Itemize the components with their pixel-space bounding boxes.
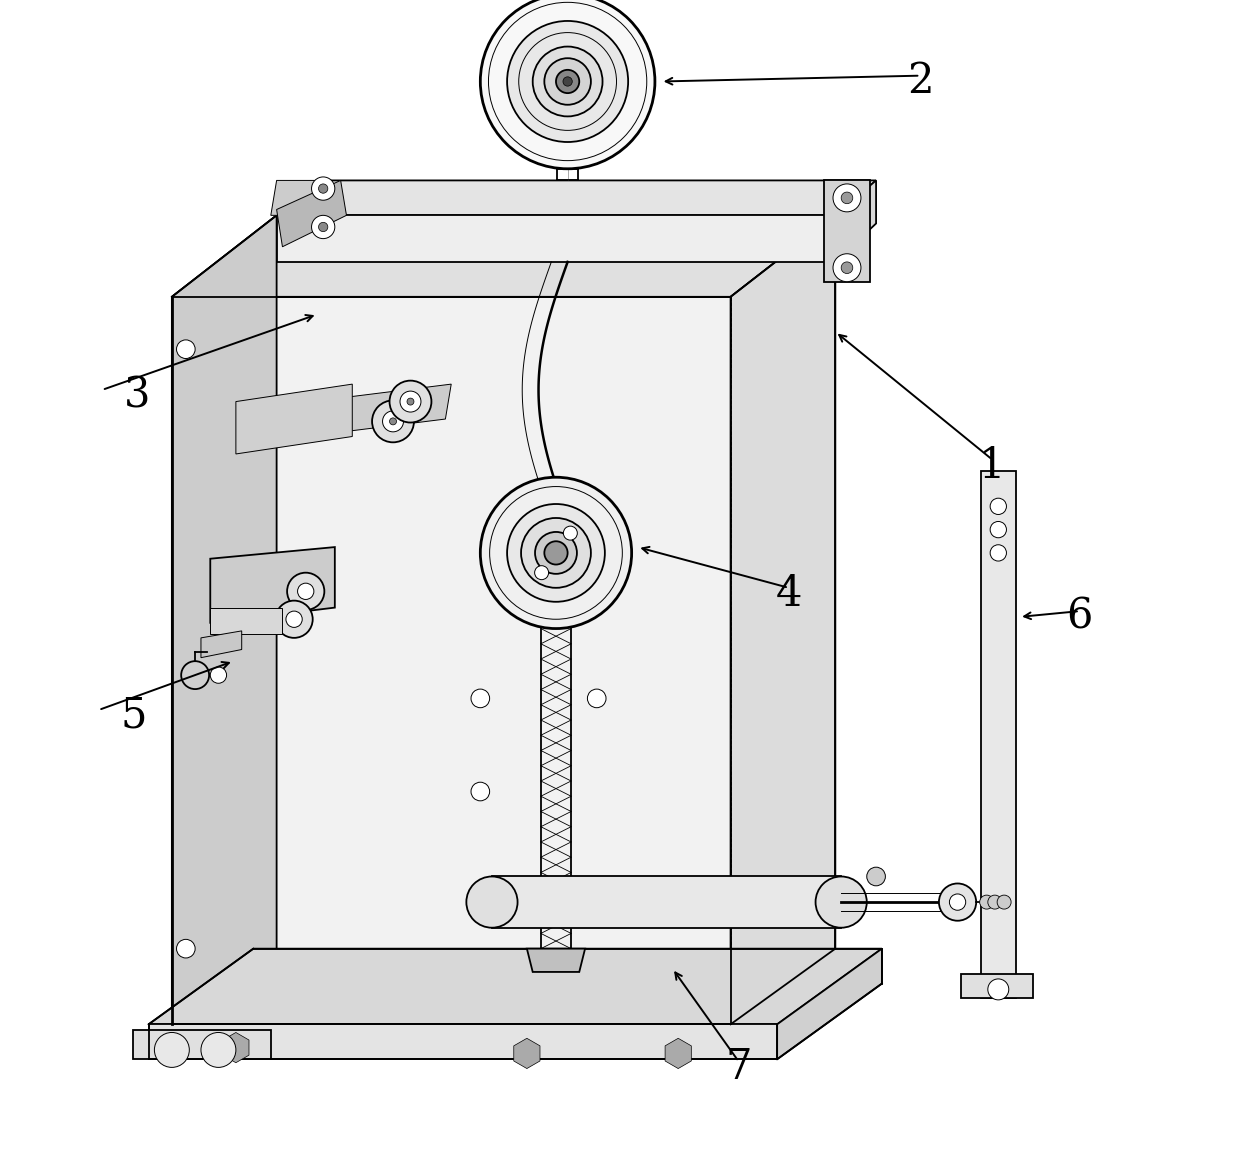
Circle shape xyxy=(533,47,603,116)
Circle shape xyxy=(563,77,573,86)
Polygon shape xyxy=(730,215,836,1024)
Polygon shape xyxy=(277,180,346,247)
Text: 5: 5 xyxy=(120,695,146,737)
Circle shape xyxy=(534,532,577,574)
Text: 2: 2 xyxy=(906,61,934,102)
Circle shape xyxy=(298,583,314,599)
Polygon shape xyxy=(149,949,882,1024)
Circle shape xyxy=(816,876,867,928)
Circle shape xyxy=(181,661,210,689)
Circle shape xyxy=(950,894,966,910)
Circle shape xyxy=(533,503,573,542)
Circle shape xyxy=(155,1032,190,1067)
Circle shape xyxy=(988,895,1002,909)
Circle shape xyxy=(319,184,327,193)
Text: 4: 4 xyxy=(775,573,802,615)
Polygon shape xyxy=(277,180,877,215)
Polygon shape xyxy=(201,631,242,658)
Polygon shape xyxy=(836,180,877,262)
Polygon shape xyxy=(223,1032,249,1063)
Circle shape xyxy=(407,398,414,405)
Circle shape xyxy=(471,782,490,801)
Circle shape xyxy=(556,70,579,93)
Polygon shape xyxy=(961,974,1033,998)
Circle shape xyxy=(997,895,1011,909)
Circle shape xyxy=(466,876,517,928)
Polygon shape xyxy=(211,547,335,623)
Circle shape xyxy=(471,689,490,708)
Circle shape xyxy=(507,504,605,602)
Circle shape xyxy=(534,566,548,580)
Polygon shape xyxy=(172,297,730,1024)
Text: 7: 7 xyxy=(725,1046,751,1088)
Circle shape xyxy=(536,516,569,548)
Circle shape xyxy=(401,391,420,412)
Circle shape xyxy=(563,526,578,540)
Polygon shape xyxy=(777,949,882,1059)
Circle shape xyxy=(389,381,432,423)
Polygon shape xyxy=(172,215,836,297)
Polygon shape xyxy=(823,180,870,282)
Circle shape xyxy=(201,1032,236,1067)
Polygon shape xyxy=(211,608,283,634)
Polygon shape xyxy=(134,1030,270,1059)
Circle shape xyxy=(867,867,885,886)
Circle shape xyxy=(991,521,1007,538)
Circle shape xyxy=(507,21,629,142)
Circle shape xyxy=(536,497,569,530)
Polygon shape xyxy=(513,1038,539,1069)
Text: 1: 1 xyxy=(980,445,1006,487)
Circle shape xyxy=(372,400,414,442)
Circle shape xyxy=(311,215,335,239)
Circle shape xyxy=(991,545,1007,561)
Circle shape xyxy=(383,411,403,432)
Circle shape xyxy=(841,262,853,274)
Circle shape xyxy=(288,573,325,610)
Polygon shape xyxy=(277,215,836,262)
Circle shape xyxy=(480,0,655,169)
Circle shape xyxy=(176,939,195,958)
Circle shape xyxy=(980,895,993,909)
Text: 6: 6 xyxy=(1066,596,1092,638)
Circle shape xyxy=(988,979,1009,1000)
Circle shape xyxy=(480,477,631,629)
Circle shape xyxy=(311,177,335,200)
Polygon shape xyxy=(172,215,277,1024)
Circle shape xyxy=(319,222,327,232)
Circle shape xyxy=(833,184,861,212)
Circle shape xyxy=(533,484,573,524)
Polygon shape xyxy=(172,297,207,1024)
Circle shape xyxy=(211,667,227,683)
Circle shape xyxy=(389,418,397,425)
Circle shape xyxy=(533,521,573,561)
Text: 3: 3 xyxy=(124,375,150,417)
Polygon shape xyxy=(981,471,1016,998)
Polygon shape xyxy=(306,384,451,436)
Polygon shape xyxy=(149,1024,777,1059)
Circle shape xyxy=(588,689,606,708)
Circle shape xyxy=(544,58,591,105)
Polygon shape xyxy=(270,180,346,215)
Circle shape xyxy=(176,340,195,359)
Circle shape xyxy=(833,254,861,282)
Circle shape xyxy=(286,611,303,627)
Circle shape xyxy=(841,192,853,204)
Circle shape xyxy=(544,541,568,565)
Circle shape xyxy=(939,883,976,921)
Circle shape xyxy=(275,601,312,638)
Polygon shape xyxy=(665,1038,692,1069)
Polygon shape xyxy=(527,949,585,972)
Circle shape xyxy=(536,478,569,511)
Polygon shape xyxy=(492,876,841,928)
Circle shape xyxy=(521,518,591,588)
Circle shape xyxy=(991,498,1007,514)
Polygon shape xyxy=(236,384,352,454)
